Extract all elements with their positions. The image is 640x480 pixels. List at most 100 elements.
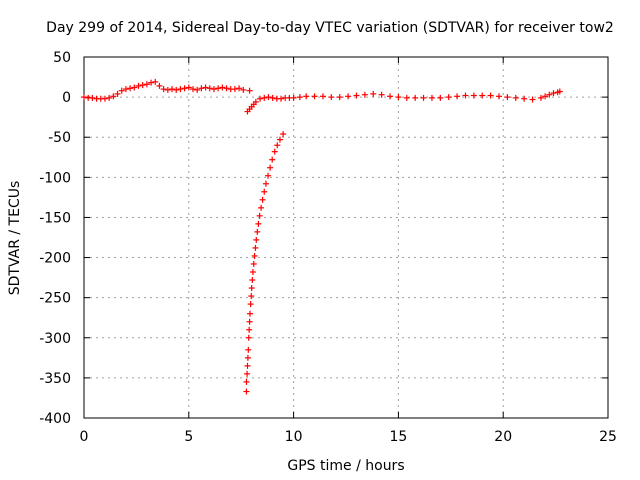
y-tick-labels: 50 0 -50 -100 -150 -200 -250 -300 -350 -400 bbox=[39, 50, 71, 427]
data-point bbox=[395, 94, 402, 101]
y-tick-label: 50 bbox=[53, 50, 71, 66]
data-point bbox=[276, 136, 283, 143]
x-tick-label: 0 bbox=[80, 429, 89, 445]
data-point bbox=[361, 91, 368, 98]
data-point bbox=[247, 310, 254, 317]
data-point bbox=[529, 96, 536, 103]
data-point bbox=[173, 86, 180, 93]
y-tick-label: -100 bbox=[39, 170, 71, 186]
data-point bbox=[127, 85, 134, 92]
data-point bbox=[251, 252, 258, 259]
data-point bbox=[210, 86, 217, 93]
x-tick-label: 10 bbox=[285, 429, 303, 445]
data-point bbox=[244, 362, 251, 369]
data-point bbox=[135, 82, 142, 89]
data-point bbox=[412, 94, 419, 101]
data-point bbox=[278, 95, 285, 102]
data-point bbox=[246, 326, 253, 333]
data-point bbox=[131, 84, 138, 91]
data-point bbox=[152, 78, 159, 85]
data-point bbox=[139, 82, 146, 89]
data-point bbox=[215, 85, 222, 92]
data-point bbox=[269, 94, 276, 101]
data-point bbox=[420, 94, 427, 101]
data-point bbox=[378, 91, 385, 98]
data-point bbox=[462, 92, 469, 99]
data-point bbox=[245, 346, 252, 353]
data-point bbox=[328, 94, 335, 101]
plot-frame bbox=[83, 56, 609, 419]
y-tick-label: -250 bbox=[39, 291, 71, 307]
data-point bbox=[81, 94, 87, 101]
data-point bbox=[122, 86, 129, 93]
data-point bbox=[181, 85, 188, 92]
x-tick-labels: 0 5 10 15 20 25 bbox=[80, 429, 617, 445]
data-point bbox=[244, 370, 251, 377]
data-point bbox=[231, 86, 238, 93]
data-point bbox=[206, 85, 213, 92]
data-point bbox=[403, 94, 410, 101]
y-tick-label: 0 bbox=[62, 90, 71, 106]
x-axis-label: GPS time / hours bbox=[287, 458, 404, 474]
data-point bbox=[437, 94, 444, 101]
data-point bbox=[311, 93, 318, 100]
data-point bbox=[496, 93, 503, 100]
data-point bbox=[261, 94, 268, 101]
data-point bbox=[198, 85, 205, 92]
data-point bbox=[262, 180, 269, 187]
data-point bbox=[254, 228, 261, 235]
data-point bbox=[542, 93, 549, 100]
data-point bbox=[236, 85, 243, 92]
data-point bbox=[290, 94, 297, 101]
data-point bbox=[274, 142, 281, 149]
data-point bbox=[243, 378, 250, 385]
data-points bbox=[81, 78, 563, 395]
data-point bbox=[521, 95, 528, 102]
data-point bbox=[243, 388, 250, 395]
data-point bbox=[445, 94, 452, 101]
y-tick-label: -50 bbox=[48, 130, 71, 146]
data-point bbox=[259, 196, 266, 203]
data-point bbox=[177, 86, 184, 93]
data-point bbox=[269, 156, 276, 163]
data-point bbox=[261, 188, 268, 195]
data-point bbox=[219, 84, 226, 91]
data-point bbox=[271, 148, 278, 155]
data-point bbox=[240, 86, 247, 93]
data-point bbox=[246, 87, 253, 94]
data-point bbox=[280, 131, 287, 138]
y-tick-label: -150 bbox=[39, 210, 71, 226]
data-point bbox=[319, 93, 326, 100]
y-tick-label: -200 bbox=[39, 251, 71, 267]
data-point bbox=[479, 92, 486, 99]
data-point bbox=[256, 212, 263, 219]
data-point bbox=[164, 86, 171, 93]
data-point bbox=[185, 84, 192, 91]
y-tick-label: -350 bbox=[39, 371, 71, 387]
data-point bbox=[189, 86, 196, 93]
data-point bbox=[257, 95, 264, 102]
data-point bbox=[253, 236, 260, 243]
data-point bbox=[118, 87, 125, 94]
y-tick-label: -300 bbox=[39, 331, 71, 347]
data-point bbox=[267, 164, 274, 171]
data-point bbox=[265, 172, 272, 179]
chart-title: Day 299 of 2014, Sidereal Day-to-day VTE… bbox=[46, 20, 614, 36]
data-point bbox=[244, 354, 251, 361]
data-point bbox=[252, 244, 259, 251]
data-point bbox=[296, 94, 303, 101]
data-point bbox=[110, 93, 117, 100]
data-point bbox=[353, 92, 360, 99]
data-point bbox=[248, 293, 255, 300]
data-point bbox=[470, 92, 477, 99]
data-point bbox=[106, 94, 113, 101]
data-point bbox=[169, 86, 176, 93]
data-point bbox=[194, 86, 201, 93]
data-point bbox=[546, 91, 553, 98]
data-point bbox=[101, 95, 108, 102]
data-point bbox=[504, 94, 511, 101]
data-point bbox=[265, 94, 272, 101]
x-tick-label: 25 bbox=[599, 429, 617, 445]
data-point bbox=[143, 81, 150, 88]
data-point bbox=[248, 285, 255, 292]
